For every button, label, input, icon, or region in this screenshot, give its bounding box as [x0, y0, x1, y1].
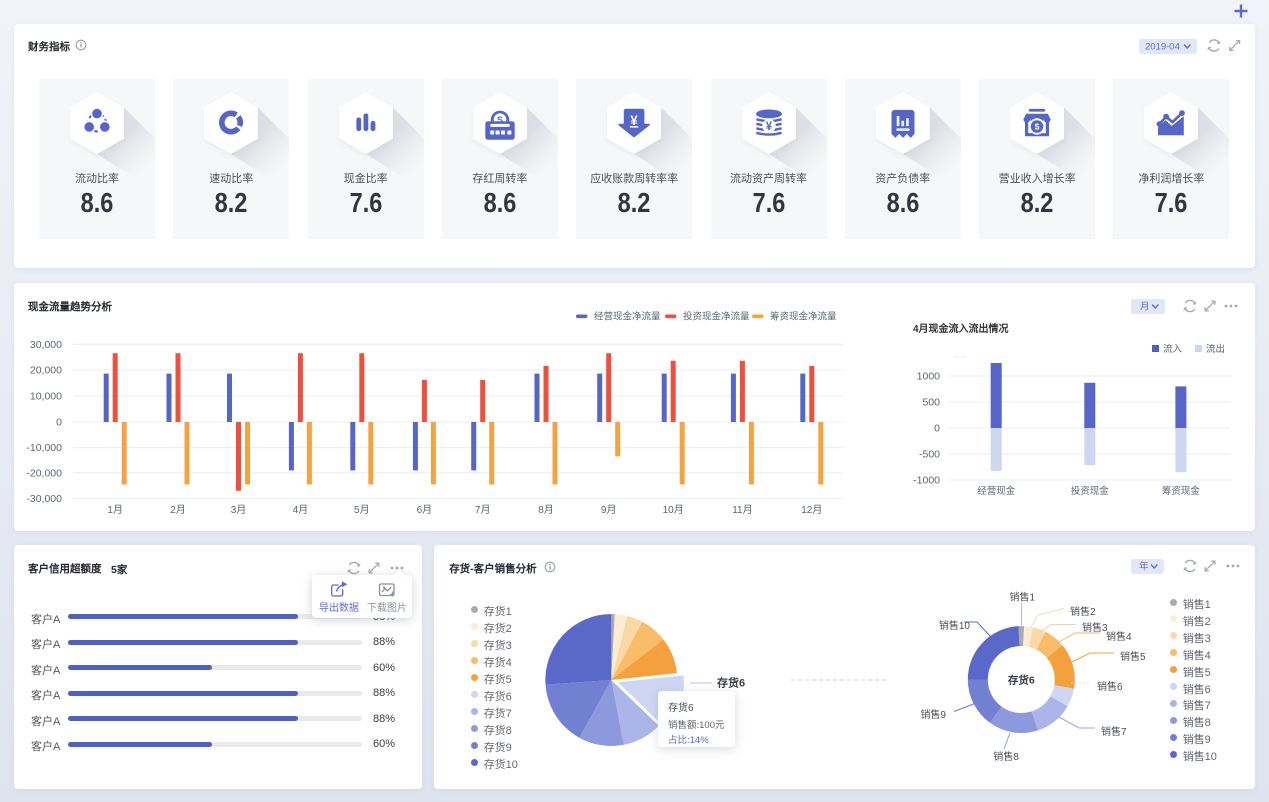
- svg-text:2019-04: 2019-04: [1145, 41, 1180, 52]
- svg-text:12月: 12月: [801, 504, 822, 516]
- svg-text:存货6: 存货6: [1008, 674, 1035, 687]
- svg-text:筹资现金: 筹资现金: [1162, 485, 1201, 497]
- svg-text:-30,000: -30,000: [26, 493, 62, 505]
- svg-text:$: $: [1035, 122, 1040, 132]
- svg-text:销售4: 销售4: [1106, 630, 1132, 643]
- svg-text:0: 0: [56, 417, 62, 429]
- svg-text:销售5: 销售5: [1120, 650, 1146, 663]
- svg-text:经营现金净流量: 经营现金净流量: [594, 311, 661, 323]
- svg-text:流出: 流出: [1206, 343, 1225, 355]
- svg-text:1月: 1月: [107, 504, 123, 516]
- svg-text:销售2: 销售2: [1070, 605, 1096, 618]
- svg-text:10月: 10月: [663, 504, 684, 516]
- svg-text:经营现金: 经营现金: [977, 485, 1016, 497]
- svg-text:销售7: 销售7: [1101, 725, 1127, 738]
- svg-text:8月: 8月: [538, 504, 554, 516]
- svg-text:销售3: 销售3: [1082, 621, 1108, 634]
- svg-text:20,000: 20,000: [30, 365, 62, 377]
- svg-text:11月: 11月: [732, 504, 752, 516]
- svg-text:投资现金净流量: 投资现金净流量: [683, 311, 750, 323]
- svg-text:S: S: [497, 115, 503, 125]
- svg-text:¥: ¥: [630, 113, 638, 128]
- svg-text:投资现金: 投资现金: [1071, 485, 1110, 497]
- svg-text:销售8: 销售8: [993, 750, 1019, 763]
- svg-text:-500: -500: [919, 449, 940, 461]
- svg-text:10,000: 10,000: [30, 391, 62, 403]
- svg-text:销售9: 销售9: [920, 708, 946, 721]
- svg-text:-1000: -1000: [913, 475, 940, 487]
- svg-text:9月: 9月: [601, 504, 617, 516]
- svg-text:2月: 2月: [170, 504, 186, 516]
- svg-text:月: 月: [1140, 302, 1150, 313]
- svg-text:¥: ¥: [765, 121, 772, 133]
- svg-text:500: 500: [922, 397, 940, 409]
- svg-text:0: 0: [934, 423, 940, 435]
- svg-text:存货6: 存货6: [717, 676, 745, 690]
- svg-text:销售1: 销售1: [1009, 591, 1035, 604]
- svg-text:1000: 1000: [917, 371, 941, 383]
- svg-text:7月: 7月: [475, 504, 491, 516]
- svg-text:下载图片: 下载图片: [367, 601, 407, 614]
- svg-text:6月: 6月: [417, 504, 433, 516]
- svg-text:4月: 4月: [293, 504, 309, 516]
- svg-text:-20,000: -20,000: [26, 467, 62, 479]
- svg-text:3月: 3月: [231, 504, 247, 516]
- svg-text:导出数据: 导出数据: [319, 601, 359, 614]
- svg-text:流入: 流入: [1163, 343, 1183, 355]
- svg-text:5月: 5月: [354, 504, 370, 516]
- svg-text:销售10: 销售10: [939, 619, 971, 632]
- svg-text:30,000: 30,000: [30, 339, 62, 351]
- svg-text:年: 年: [1139, 560, 1149, 572]
- svg-text:-10,000: -10,000: [26, 442, 62, 454]
- svg-text:筹资现金净流量: 筹资现金净流量: [770, 311, 837, 323]
- svg-text:销售6: 销售6: [1097, 680, 1123, 693]
